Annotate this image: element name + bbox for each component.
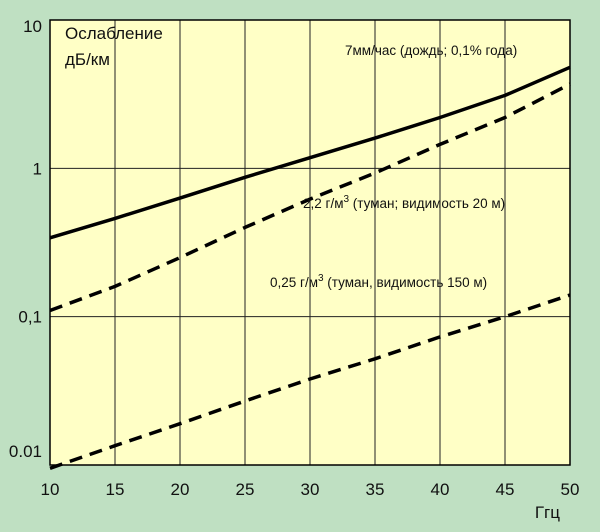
x-tick-label-8: 50 bbox=[561, 480, 580, 499]
grid bbox=[50, 20, 570, 465]
series-line-1 bbox=[49, 82, 571, 313]
series-label-fog-light: 0,25 г/м3 (туман, видимость 150 м) bbox=[270, 273, 487, 290]
y-axis-title-line-2: дБ/км bbox=[65, 50, 110, 69]
y-tick-label-2: 1 bbox=[33, 159, 42, 178]
x-axis-title: Ггц bbox=[535, 503, 560, 522]
x-tick-labels: 10 15 20 25 30 35 40 45 50 bbox=[41, 480, 580, 499]
series-label-fog-dense-rest: (туман; видимость 20 м) bbox=[349, 196, 505, 211]
y-tick-label-1: 0,1 bbox=[18, 308, 42, 327]
series-label-rain: 7мм/час (дождь; 0,1% года) bbox=[345, 43, 517, 58]
x-tick-label-2: 20 bbox=[171, 480, 190, 499]
series-label-fog-light-superscript: 3 bbox=[318, 273, 324, 284]
x-tick-label-4: 30 bbox=[301, 480, 320, 499]
series-line-0 bbox=[49, 65, 571, 240]
series-label-fog-light-rest: (туман, видимость 150 м) bbox=[324, 275, 488, 290]
y-tick-label-3: 10 bbox=[23, 17, 42, 36]
x-tick-label-1: 15 bbox=[106, 480, 125, 499]
y-tick-label-0: 0.01 bbox=[9, 442, 42, 461]
x-tick-label-3: 25 bbox=[236, 480, 255, 499]
series-label-fog-dense-superscript: 3 bbox=[343, 194, 349, 205]
x-tick-label-6: 40 bbox=[431, 480, 450, 499]
x-tick-label-5: 35 bbox=[366, 480, 385, 499]
series-label-fog-light-main: 0,25 г/м bbox=[270, 275, 318, 290]
plot-frame bbox=[49, 19, 571, 466]
y-axis-title-line-1: Ослабление bbox=[65, 24, 163, 43]
series-label-fog-dense-main: 2,2 г/м bbox=[303, 196, 343, 211]
x-tick-label-0: 10 bbox=[41, 480, 60, 499]
y-tick-labels: 0.01 0,1 1 10 bbox=[9, 17, 42, 461]
series-line-2 bbox=[49, 293, 571, 470]
series-lines bbox=[49, 65, 571, 470]
series-label-fog-dense: 2,2 г/м3 (туман; видимость 20 м) bbox=[303, 194, 505, 211]
x-tick-label-7: 45 bbox=[496, 480, 515, 499]
